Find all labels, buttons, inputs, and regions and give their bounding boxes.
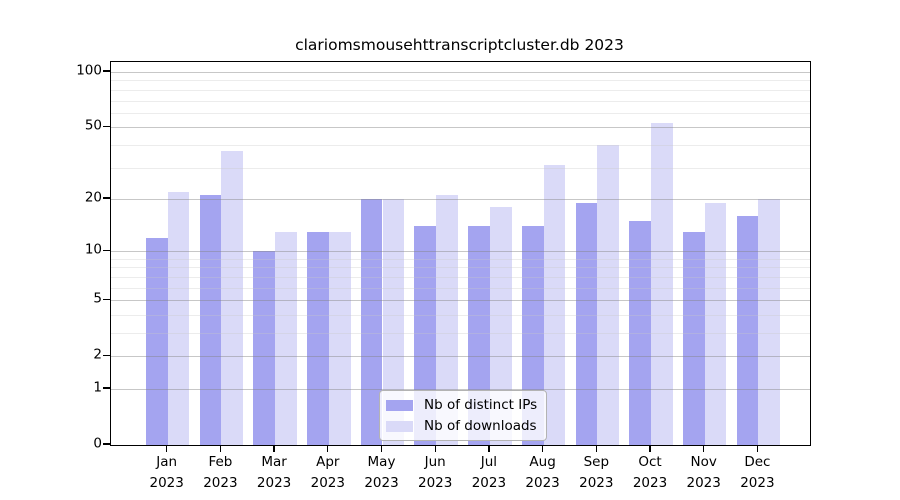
bar-oct-distinct-ips — [629, 220, 651, 445]
bar-oct-downloads — [651, 122, 673, 445]
x-tick-label-feb: Feb 2023 — [203, 454, 238, 491]
gridline-4 — [111, 314, 810, 316]
y-tick-label-5: 5 — [93, 290, 102, 307]
y-tick-mark-50 — [103, 125, 110, 127]
y-tick-label-1: 1 — [93, 379, 102, 396]
bar-nov-distinct-ips — [682, 231, 705, 445]
x-tick-label-sep: Sep 2023 — [579, 454, 614, 491]
x-tick-mark-sep — [595, 445, 597, 452]
gridline-8 — [111, 267, 810, 269]
legend-swatch-distinct-ips — [386, 399, 413, 411]
y-tick-mark-5 — [103, 298, 110, 300]
gridline-80 — [111, 89, 810, 91]
y-tick-mark-20 — [103, 197, 110, 199]
gridline-10 — [111, 251, 810, 253]
bar-sep-distinct-ips — [575, 202, 598, 445]
bar-jun-downloads — [436, 195, 458, 445]
bar-mar-distinct-ips — [253, 251, 276, 445]
legend-label-downloads: Nb of downloads — [424, 418, 537, 435]
bar-apr-downloads — [328, 231, 351, 445]
y-tick-mark-10 — [103, 249, 110, 251]
y-tick-mark-1 — [103, 387, 110, 389]
x-tick-mark-jun — [434, 445, 436, 452]
gridline-100 — [111, 72, 810, 73]
x-tick-mark-apr — [327, 445, 329, 452]
gridline-90 — [111, 80, 810, 82]
legend-item-distinct-ips: Nb of distinct IPs — [386, 397, 537, 413]
y-tick-label-0: 0 — [93, 435, 102, 452]
x-tick-label-dec: Dec 2023 — [740, 454, 775, 491]
gridline-30 — [111, 167, 810, 169]
grid-layer — [111, 62, 810, 445]
bar-aug-downloads — [543, 164, 566, 445]
gridline-3 — [111, 333, 810, 334]
bar-nov-downloads — [704, 202, 727, 445]
y-tick-label-2: 2 — [93, 346, 102, 363]
chart-title: clariomsmousehttranscriptcluster.db 2023 — [295, 36, 624, 54]
bar-mar-downloads — [275, 231, 297, 445]
y-tick-label-50: 50 — [84, 117, 102, 134]
legend: Nb of distinct IPs Nb of downloads — [379, 390, 548, 442]
x-tick-mark-dec — [756, 445, 759, 452]
x-tick-mark-may — [380, 445, 383, 452]
y-tick-mark-100 — [103, 70, 110, 72]
plot-area — [110, 61, 811, 446]
gridline-40 — [111, 144, 810, 146]
legend-swatch-downloads — [386, 420, 413, 432]
gridline-20 — [111, 198, 810, 200]
gridline-2 — [111, 356, 810, 358]
gridline-5 — [111, 300, 810, 302]
gridline-60 — [111, 112, 810, 114]
x-tick-mark-mar — [273, 445, 275, 452]
x-tick-mark-jan — [166, 445, 168, 452]
x-tick-label-jul: Jul 2023 — [471, 454, 507, 491]
bar-may-downloads — [382, 198, 405, 445]
y-tick-label-100: 100 — [76, 62, 102, 79]
y-tick-mark-0 — [103, 443, 110, 445]
y-tick-label-20: 20 — [84, 189, 102, 206]
bar-jul-downloads — [489, 207, 512, 445]
bar-dec-downloads — [758, 198, 781, 445]
x-tick-label-aug: Aug 2023 — [525, 454, 560, 491]
bar-dec-distinct-ips — [736, 216, 759, 445]
bar-feb-downloads — [221, 151, 244, 445]
x-tick-label-jun: Jun 2023 — [418, 454, 453, 491]
bar-may-distinct-ips — [360, 198, 383, 445]
gridline-6 — [111, 287, 810, 289]
legend-item-downloads: Nb of downloads — [386, 418, 537, 434]
gridline-50 — [111, 127, 810, 129]
bar-jan-downloads — [167, 191, 190, 445]
x-tick-label-jan: Jan 2023 — [149, 454, 184, 491]
x-tick-mark-feb — [219, 445, 222, 452]
legend-label-distinct-ips: Nb of distinct IPs — [424, 397, 538, 413]
gridline-1 — [111, 389, 810, 390]
bar-feb-distinct-ips — [199, 195, 222, 445]
gridline-7 — [111, 276, 810, 278]
x-tick-label-nov: Nov 2023 — [686, 454, 721, 491]
x-tick-label-oct: Oct 2023 — [632, 454, 668, 491]
x-tick-mark-aug — [541, 445, 544, 452]
bar-jan-distinct-ips — [145, 237, 168, 445]
y-tick-mark-2 — [103, 354, 110, 356]
x-tick-label-may: May 2023 — [364, 454, 399, 491]
x-tick-mark-oct — [649, 445, 651, 452]
y-tick-label-10: 10 — [84, 241, 102, 258]
gridline-9 — [111, 258, 810, 260]
x-tick-label-mar: Mar 2023 — [256, 454, 292, 491]
x-tick-mark-nov — [703, 445, 705, 452]
gridline-70 — [111, 100, 810, 102]
x-tick-mark-jul — [488, 445, 490, 452]
bar-sep-downloads — [597, 144, 620, 445]
x-tick-label-apr: Apr 2023 — [310, 454, 345, 491]
bar-apr-distinct-ips — [307, 231, 329, 445]
